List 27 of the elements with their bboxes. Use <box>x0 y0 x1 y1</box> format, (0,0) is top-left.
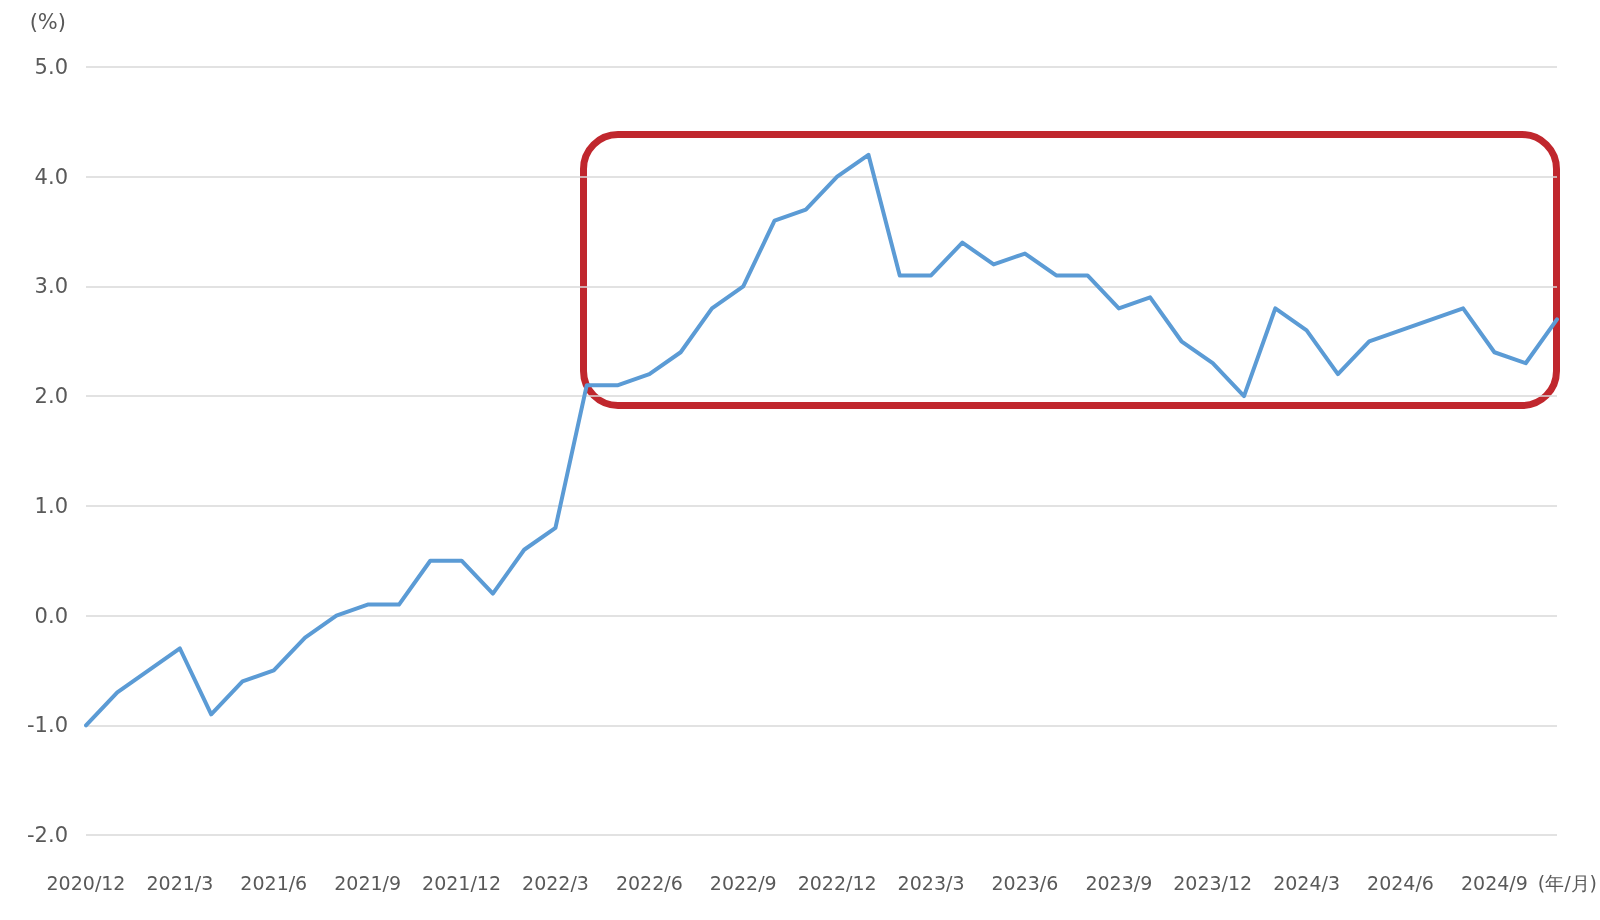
x-tick-label: 2021/12 <box>422 871 502 894</box>
y-tick-label: -1.0 <box>27 713 68 738</box>
x-axis-title: (年/月) <box>1537 871 1597 894</box>
y-tick-label: -2.0 <box>27 823 68 847</box>
x-tick-label: 2022/3 <box>522 871 589 894</box>
y-tick-label: 1.0 <box>34 493 68 518</box>
x-tick-label: 2023/12 <box>1173 871 1253 894</box>
y-tick-label: 4.0 <box>34 164 68 189</box>
y-tick-label: 3.0 <box>34 274 68 299</box>
line-series <box>84 152 1559 728</box>
x-tick-label: 2022/12 <box>797 871 877 894</box>
x-tick-label: 2021/6 <box>240 871 308 894</box>
y-tick-label: 5.0 <box>34 55 68 79</box>
x-tick-label: 2022/6 <box>615 871 683 894</box>
y-tick-label: 0.0 <box>34 603 68 628</box>
x-tick-label: 2021/9 <box>334 871 402 894</box>
x-tick-label: 2022/9 <box>709 871 777 894</box>
x-tick-label: 2023/3 <box>897 871 965 894</box>
x-tick-label: 2020/12 <box>46 871 126 894</box>
x-tick-label: 2024/6 <box>1367 871 1434 894</box>
x-tick-label: 2024/9 <box>1460 871 1528 894</box>
x-tick-label: 2023/9 <box>1085 871 1153 894</box>
y-tick-label: 2.0 <box>34 384 68 409</box>
x-tick-label: 2021/3 <box>146 871 214 894</box>
y-axis-title: (%) <box>29 10 66 34</box>
x-tick-label: 2024/3 <box>1273 871 1341 894</box>
x-tick-label: 2023/6 <box>991 871 1059 894</box>
